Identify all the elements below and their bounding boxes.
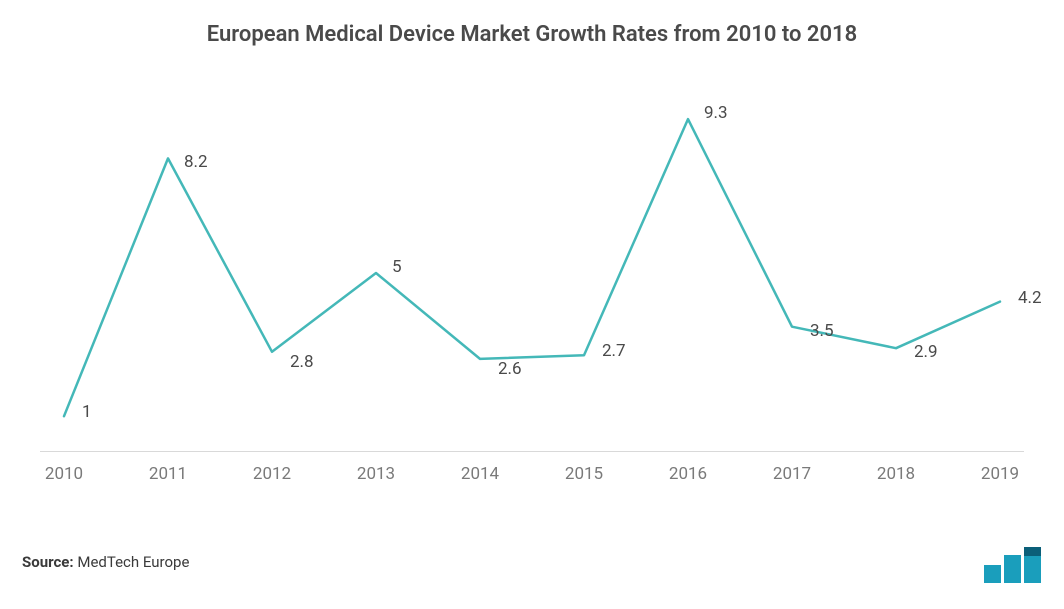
data-point-label: 2.8 [290, 352, 314, 372]
x-axis-tick-label: 2012 [253, 464, 291, 484]
x-axis-tick-label: 2016 [669, 464, 707, 484]
line-series-svg [40, 70, 1024, 490]
data-point-label: 8.2 [184, 152, 208, 172]
source-label: Source: [22, 553, 74, 571]
x-axis-tick-label: 2018 [877, 464, 915, 484]
x-axis-tick-label: 2011 [149, 464, 187, 484]
data-point-label: 2.9 [914, 342, 938, 362]
source-attribution: Source: MedTech Europe [22, 553, 189, 571]
chart-title: European Medical Device Market Growth Ra… [0, 22, 1064, 47]
x-axis-tick-label: 2015 [565, 464, 603, 484]
data-point-label: 4.2 [1018, 288, 1042, 308]
data-point-label: 3.5 [810, 321, 834, 341]
x-axis-labels: 2010 2011 2012 2013 2014 2015 2016 2017 2018 2019 [40, 460, 1024, 490]
chart-plot-area: 2010 2011 2012 2013 2014 2015 2016 2017 2018 2019… [40, 70, 1024, 490]
x-axis-tick-label: 2014 [461, 464, 499, 484]
x-axis-tick-label: 2017 [773, 464, 811, 484]
x-axis-tick-label: 2013 [357, 464, 395, 484]
x-axis-tick-label: 2019 [981, 464, 1019, 484]
source-text: MedTech Europe [77, 553, 189, 571]
data-point-label: 2.7 [602, 341, 626, 361]
data-point-label: 2.6 [498, 359, 522, 379]
data-point-label: 9.3 [704, 103, 728, 123]
data-point-label: 1 [82, 402, 92, 422]
x-axis-tick-label: 2010 [45, 464, 83, 484]
brand-logo-icon [984, 547, 1042, 583]
data-point-label: 5 [392, 257, 402, 277]
